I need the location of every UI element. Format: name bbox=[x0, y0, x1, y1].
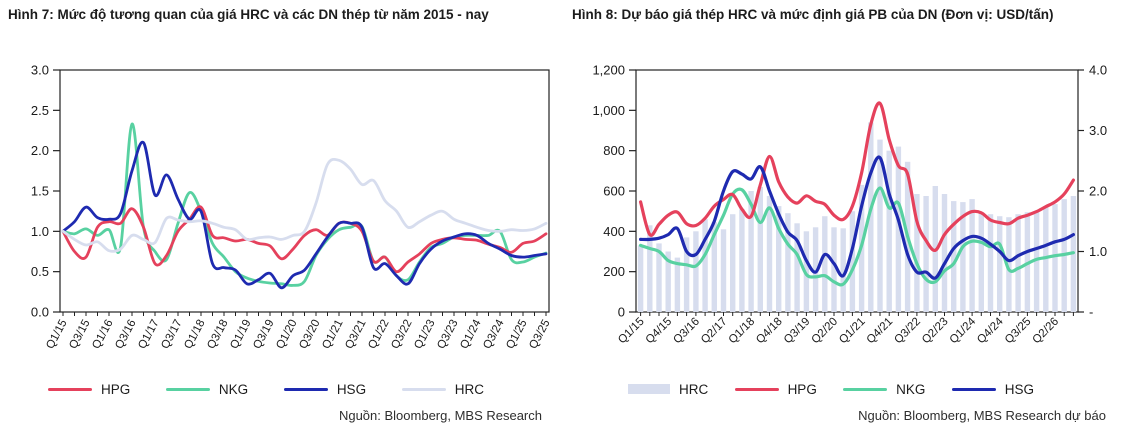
svg-text:Q2/17: Q2/17 bbox=[699, 316, 730, 347]
legend-label: HRC bbox=[679, 381, 709, 397]
legend-item-hpg: HPG bbox=[734, 381, 817, 397]
svg-text:1,200: 1,200 bbox=[592, 63, 625, 78]
svg-text:Q1/15: Q1/15 bbox=[616, 316, 647, 347]
svg-text:Q1/19: Q1/19 bbox=[228, 318, 253, 351]
svg-text:Q3/19: Q3/19 bbox=[251, 318, 276, 351]
legend-item-nkg: NKG bbox=[843, 382, 925, 397]
svg-text:Q3/22: Q3/22 bbox=[892, 316, 923, 347]
svg-text:Q1/21: Q1/21 bbox=[320, 318, 345, 351]
svg-text:Q3/22: Q3/22 bbox=[389, 318, 414, 351]
figure7-correlation-chart: 0.00.51.01.52.02.53.0Q1/15Q3/15Q1/16Q3/1… bbox=[31, 63, 553, 352]
svg-text:Q4/18: Q4/18 bbox=[754, 316, 785, 347]
svg-text:1.0: 1.0 bbox=[31, 224, 49, 239]
legend-label: HSG bbox=[336, 381, 367, 397]
report-figures-row: Hình 7: Mức độ tương quan của giá HRC và… bbox=[0, 0, 1128, 423]
svg-text:Q1/25: Q1/25 bbox=[504, 318, 529, 351]
figure7-title: Hình 7: Mức độ tương quan của giá HRC và… bbox=[8, 7, 489, 22]
svg-text:Q4/15: Q4/15 bbox=[644, 316, 675, 347]
svg-text:-: - bbox=[1089, 305, 1093, 320]
figure8-panel: Hình 8: Dự báo giá thép HRC và mức định … bbox=[564, 0, 1128, 423]
figure8-title: Hình 8: Dự báo giá thép HRC và mức định … bbox=[572, 7, 1054, 22]
svg-text:Q3/15: Q3/15 bbox=[67, 318, 92, 351]
svg-text:Q3/16: Q3/16 bbox=[113, 318, 138, 351]
svg-text:0: 0 bbox=[618, 305, 625, 320]
hrc-bar-swatch bbox=[628, 384, 670, 394]
svg-text:400: 400 bbox=[603, 224, 625, 239]
svg-text:Q3/23: Q3/23 bbox=[435, 318, 460, 351]
nkg-line-swatch bbox=[165, 387, 210, 391]
svg-text:Q3/25: Q3/25 bbox=[527, 318, 552, 351]
svg-text:2.5: 2.5 bbox=[31, 103, 49, 118]
svg-text:1,000: 1,000 bbox=[592, 103, 625, 118]
svg-text:Q3/18: Q3/18 bbox=[205, 318, 230, 351]
svg-text:Q2/26: Q2/26 bbox=[1030, 316, 1061, 347]
svg-text:Q3/25: Q3/25 bbox=[1003, 316, 1034, 347]
svg-text:Q3/24: Q3/24 bbox=[481, 317, 507, 351]
nkg-line-swatch bbox=[843, 387, 888, 391]
svg-text:600: 600 bbox=[603, 184, 625, 199]
svg-text:Q3/17: Q3/17 bbox=[159, 318, 184, 351]
svg-text:Q2/23: Q2/23 bbox=[920, 316, 951, 347]
figure7-legend: HPG NKG HSG HRC bbox=[8, 378, 562, 400]
svg-text:Q1/16: Q1/16 bbox=[90, 318, 115, 351]
svg-text:Q1/24: Q1/24 bbox=[948, 315, 979, 346]
svg-text:Q1/21: Q1/21 bbox=[837, 316, 868, 347]
svg-text:Q2/20: Q2/20 bbox=[809, 316, 840, 347]
legend-label: HPG bbox=[787, 381, 817, 397]
legend-item-nkg: NKG bbox=[165, 381, 249, 397]
svg-text:1.5: 1.5 bbox=[31, 184, 49, 199]
figure7-panel: Hình 7: Mức độ tương quan của giá HRC và… bbox=[0, 0, 564, 423]
figure8-legend: HRC HPG NKG HSG bbox=[572, 378, 1126, 400]
svg-text:Q1/18: Q1/18 bbox=[727, 316, 758, 347]
svg-text:4.0: 4.0 bbox=[1089, 63, 1107, 78]
figure8-forecast-chart: 0 200 400 600 800 1,000 1,200 - 1.0 2.0 3.0 4.0 Q1/1… bbox=[592, 63, 1107, 347]
hsg-line-swatch bbox=[951, 387, 996, 391]
hpg-line-swatch bbox=[734, 387, 779, 391]
svg-text:Q4/24: Q4/24 bbox=[975, 315, 1006, 346]
svg-text:800: 800 bbox=[603, 143, 625, 158]
legend-label: NKG bbox=[218, 381, 249, 397]
hpg-line-swatch bbox=[48, 387, 92, 391]
legend-label: HRC bbox=[454, 381, 484, 397]
svg-text:Q3/20: Q3/20 bbox=[297, 318, 322, 351]
svg-text:Q1/18: Q1/18 bbox=[182, 318, 207, 351]
svg-text:Q1/20: Q1/20 bbox=[274, 318, 299, 351]
svg-text:3.0: 3.0 bbox=[31, 63, 49, 78]
svg-text:Q1/15: Q1/15 bbox=[44, 318, 69, 351]
legend-item-hpg: HPG bbox=[48, 382, 130, 397]
svg-text:200: 200 bbox=[603, 264, 625, 279]
legend-label: NKG bbox=[896, 381, 926, 397]
legend-item-hrc: HRC bbox=[628, 382, 708, 397]
figure7-source: Nguồn: Bloomberg, MBS Research bbox=[338, 408, 542, 423]
svg-text:2.0: 2.0 bbox=[1089, 184, 1107, 199]
svg-text:Q1/22: Q1/22 bbox=[366, 318, 391, 351]
svg-text:Q4/21: Q4/21 bbox=[865, 316, 896, 347]
figure8-source: Nguồn: Bloomberg, MBS Research dự báo bbox=[858, 408, 1106, 423]
svg-text:0.0: 0.0 bbox=[31, 305, 49, 320]
legend-item-hsg: HSG bbox=[951, 381, 1034, 397]
svg-text:1.0: 1.0 bbox=[1089, 244, 1107, 259]
svg-text:3.0: 3.0 bbox=[1089, 123, 1107, 138]
svg-text:2.0: 2.0 bbox=[31, 143, 49, 158]
svg-text:Q3/21: Q3/21 bbox=[343, 318, 368, 351]
svg-text:Q1/23: Q1/23 bbox=[412, 318, 437, 351]
svg-text:Q3/19: Q3/19 bbox=[782, 316, 813, 347]
legend-item-hsg: HSG bbox=[283, 381, 367, 397]
hsg-line-swatch bbox=[283, 387, 328, 391]
legend-label: HSG bbox=[1004, 381, 1034, 397]
legend-label: HPG bbox=[101, 381, 131, 397]
svg-text:0.5: 0.5 bbox=[31, 264, 49, 279]
svg-text:Q3/16: Q3/16 bbox=[671, 316, 702, 347]
svg-text:Q1/17: Q1/17 bbox=[136, 318, 161, 351]
hrc-line-swatch bbox=[401, 387, 446, 391]
legend-item-hrc: HRC bbox=[401, 381, 484, 397]
svg-text:Q1/24: Q1/24 bbox=[458, 317, 484, 351]
